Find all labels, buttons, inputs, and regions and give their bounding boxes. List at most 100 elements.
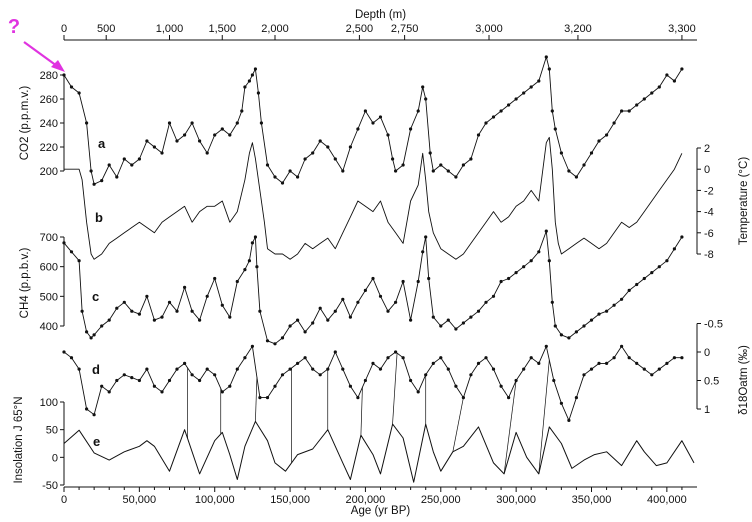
series-a-point xyxy=(424,97,428,101)
insol-axis-title: Insolation J 65°N xyxy=(13,396,25,483)
series-d-point xyxy=(85,407,89,411)
series-c-point xyxy=(650,271,654,275)
series-a-point xyxy=(386,133,390,137)
series-c-point xyxy=(550,300,554,304)
series-c-point xyxy=(198,318,202,322)
series-c-point xyxy=(115,306,119,310)
series-d-point xyxy=(574,396,579,400)
series-a-point xyxy=(167,121,172,125)
ch4-tick-label: 600 xyxy=(40,262,58,274)
series-a-point xyxy=(259,121,263,125)
series-a-point xyxy=(514,97,518,101)
series-a-point xyxy=(243,85,247,89)
series-d-point xyxy=(476,361,481,365)
series-a-point xyxy=(253,67,257,71)
series-c-point xyxy=(296,318,300,322)
series-a-point xyxy=(627,109,631,113)
series-a-point xyxy=(85,121,89,125)
series-c-point xyxy=(160,315,164,319)
age-tick-label: 350,000 xyxy=(572,494,612,506)
series-d-point xyxy=(62,350,66,354)
series-a-point xyxy=(574,175,579,179)
co2-tick-label: 260 xyxy=(40,94,58,106)
series-c-point xyxy=(547,259,551,263)
age-tick-label: 300,000 xyxy=(496,494,536,506)
series-a-point xyxy=(190,121,194,125)
series-d-point xyxy=(235,367,239,371)
series-c-point xyxy=(107,318,111,322)
series-a-point xyxy=(107,163,111,167)
depth-axis: 0 500 1,000 1,500 2,000 2,500 2,750 3,000 3,200 3… xyxy=(61,9,696,40)
annotation-arrow-head xyxy=(51,60,65,72)
series-a-point xyxy=(235,121,239,125)
series-d-point xyxy=(273,384,277,388)
series-c-point xyxy=(416,279,420,284)
series-a-point xyxy=(529,85,533,89)
right-axes: 2 0 -2 -4 -6 -8 Temperature (°C) -0.5 0 0.5 1 δ18Oa… xyxy=(696,143,750,416)
series-c-point xyxy=(401,279,405,284)
insol-tick-label: -50 xyxy=(42,480,58,492)
series-d-point xyxy=(107,390,111,394)
ch4-tick-label: 500 xyxy=(40,291,58,303)
series-d-point xyxy=(311,367,315,371)
series-c-point xyxy=(167,300,172,304)
series-a-point xyxy=(612,121,616,125)
series-c-point xyxy=(213,276,217,281)
age-tick-label: 250,000 xyxy=(421,494,461,506)
series-a-point xyxy=(428,151,432,155)
series-d-point xyxy=(514,378,518,383)
series-d-point xyxy=(665,361,669,365)
series-d-point xyxy=(220,390,224,394)
series-d-point xyxy=(198,378,202,383)
depth-tick-label: 2,750 xyxy=(391,23,419,35)
d18o-tick-label: -0.5 xyxy=(704,319,723,331)
series-c-point xyxy=(672,247,677,251)
series-a-point xyxy=(547,67,551,71)
series-a-point xyxy=(378,115,383,119)
series-c-point xyxy=(427,276,431,281)
series-d-point xyxy=(582,373,586,377)
depth-tick-label: 2,000 xyxy=(261,23,289,35)
series-a-point xyxy=(620,109,624,113)
series-a-point xyxy=(100,179,104,183)
series-a-point xyxy=(391,157,395,161)
series-a-point xyxy=(122,157,126,161)
series-d-point xyxy=(627,356,631,360)
panel-label-e: e xyxy=(93,434,100,449)
series-c-point xyxy=(476,309,481,313)
series-c-point xyxy=(228,315,232,319)
series-d-point xyxy=(356,396,360,400)
series-d-line xyxy=(63,345,682,421)
series-c-point xyxy=(439,324,443,328)
series-d-point xyxy=(77,367,81,371)
series-a-point xyxy=(550,109,554,113)
series-a-point xyxy=(567,169,571,173)
series-d-point xyxy=(605,361,609,365)
series-c-point xyxy=(559,333,564,337)
series-d-point xyxy=(303,356,307,360)
series-c-point xyxy=(657,265,661,269)
series-d-point xyxy=(333,350,337,354)
series-a-point xyxy=(597,139,601,143)
series-d-point xyxy=(612,356,616,360)
series-c-point xyxy=(100,324,104,328)
series-a-point xyxy=(341,169,345,173)
series-a-point xyxy=(303,157,307,161)
question-mark: ? xyxy=(8,16,20,38)
d18o-axis-title: δ18Oatm (‰) xyxy=(738,345,750,415)
series-d-point xyxy=(642,367,646,371)
series-a-point xyxy=(672,79,677,83)
series-c-point xyxy=(507,276,511,281)
series-d-point xyxy=(348,384,352,388)
insol-tick-label: 100 xyxy=(40,397,58,409)
series-d-point xyxy=(296,361,300,365)
series-d-point xyxy=(69,356,74,360)
series-d-point xyxy=(100,384,104,388)
series-c-point xyxy=(589,318,594,322)
series-a-point xyxy=(371,121,375,125)
series-d-point xyxy=(537,361,541,365)
series-a-point xyxy=(175,139,179,143)
series-c-point xyxy=(137,312,141,316)
series-d-point xyxy=(461,396,465,400)
series-a-point xyxy=(469,157,473,161)
